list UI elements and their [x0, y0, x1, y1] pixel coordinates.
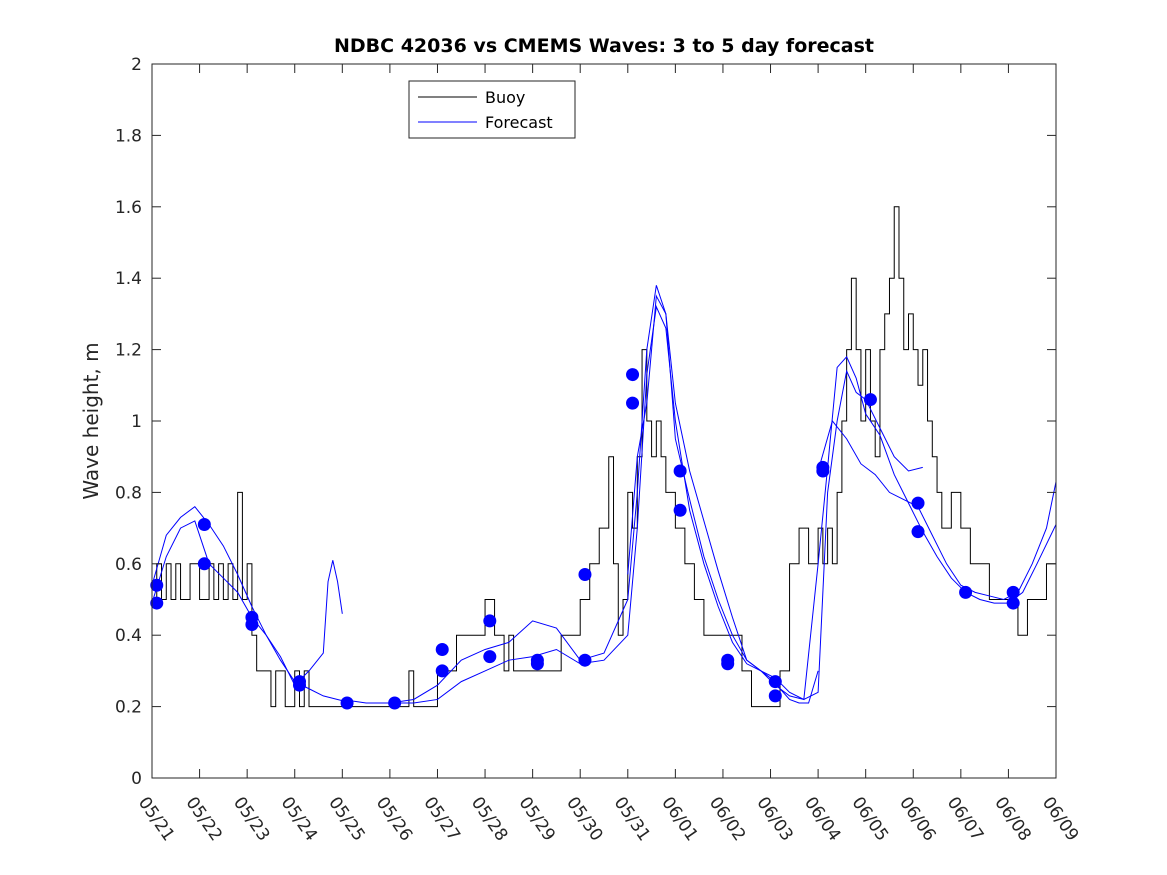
forecast-marker [388, 696, 402, 710]
chart-title: NDBC 42036 vs CMEMS Waves: 3 to 5 day fo… [334, 35, 874, 57]
forecast-marker [245, 617, 259, 631]
forecast-marker [197, 557, 211, 571]
y-tick-label: 0.8 [115, 483, 142, 503]
y-tick-label: 1.2 [115, 341, 142, 361]
forecast-marker [483, 614, 497, 628]
y-tick-label: 1.4 [115, 269, 142, 289]
y-tick-label: 1.8 [115, 126, 142, 146]
plot-area [150, 206, 1057, 710]
forecast-marker [197, 518, 211, 532]
forecast-marker [816, 464, 830, 478]
forecast-marker [673, 464, 687, 478]
forecast-marker [578, 568, 592, 582]
forecast-marker [530, 657, 544, 671]
forecast-marker [911, 496, 925, 510]
forecast-marker [768, 675, 782, 689]
forecast-marker [483, 650, 497, 664]
forecast-marker [292, 678, 306, 692]
y-tick-label: 0 [131, 769, 142, 789]
forecast-marker [768, 689, 782, 703]
forecast-marker [863, 393, 877, 407]
forecast-marker [340, 696, 354, 710]
forecast-marker [150, 578, 164, 592]
y-tick-label: 2 [131, 55, 142, 75]
forecast-marker [626, 396, 640, 410]
y-tick-label: 1.6 [115, 198, 142, 218]
y-tick-label: 0.6 [115, 555, 142, 575]
forecast-marker [435, 642, 449, 656]
forecast-marker [1006, 596, 1020, 610]
y-tick-label: 1 [131, 412, 142, 432]
y-tick-label: 0.2 [115, 698, 142, 718]
forecast-line-4 [389, 304, 923, 704]
forecast-marker [150, 596, 164, 610]
forecast-marker [626, 368, 640, 382]
plot-frame [151, 63, 1057, 779]
forecast-marker [911, 525, 925, 539]
forecast-marker [721, 657, 735, 671]
legend-box [408, 80, 576, 139]
forecast-line-6 [817, 419, 1057, 601]
forecast-line-1 [151, 505, 352, 704]
forecast-marker [435, 664, 449, 678]
forecast-line-2 [151, 520, 343, 687]
legend-forecast-label: Forecast [485, 113, 553, 132]
forecast-marker [578, 653, 592, 667]
forecast-marker [1006, 585, 1020, 599]
y-axis-label: Wave height, m [79, 342, 103, 499]
y-tick-label: 0.4 [115, 626, 142, 646]
legend: Buoy Forecast [408, 80, 576, 139]
legend-buoy-label: Buoy [485, 88, 525, 107]
forecast-marker [959, 585, 973, 599]
forecast-marker [673, 503, 687, 517]
